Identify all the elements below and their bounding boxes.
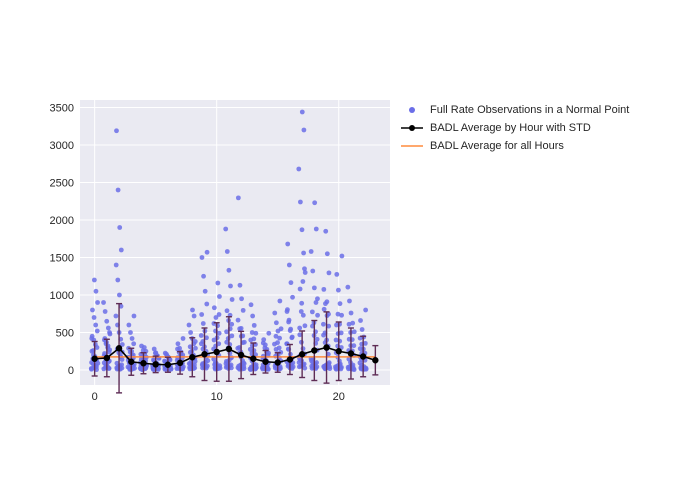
y-tick-label: 0 <box>68 365 74 377</box>
y-tick-label: 3000 <box>50 140 74 152</box>
legend-label-overall: BADL Average for all Hours <box>430 140 564 152</box>
legend-label-scatter: Full Rate Observations in a Normal Point <box>430 104 629 116</box>
scatter-swatch <box>400 103 424 117</box>
legend-item-line-marker: BADL Average by Hour with STD <box>400 120 629 136</box>
y-tick-label: 2500 <box>50 178 74 190</box>
line-swatch <box>400 139 424 153</box>
y-tick-label: 3500 <box>50 103 74 115</box>
x-tick-label: 0 <box>92 391 98 403</box>
y-tick-label: 2000 <box>50 215 74 227</box>
y-tick-label: 1500 <box>50 253 74 265</box>
x-tick-label: 20 <box>333 391 345 403</box>
y-tick-label: 1000 <box>50 290 74 302</box>
legend-label-hourly: BADL Average by Hour with STD <box>430 122 591 134</box>
legend-item-scatter: Full Rate Observations in a Normal Point <box>400 102 629 118</box>
legend-item-line: BADL Average for all Hours <box>400 138 629 154</box>
legend: Full Rate Observations in a Normal Point… <box>400 102 629 156</box>
chart-container: 0 500 1000 1500 2000 2500 3000 3500 0 10 20 Full R… <box>0 0 700 500</box>
y-tick-label: 500 <box>56 328 74 340</box>
chart-svg: 0 500 1000 1500 2000 2500 3000 3500 0 10 20 <box>0 0 700 500</box>
x-tick-label: 10 <box>211 391 223 403</box>
line-marker-swatch <box>400 121 424 135</box>
